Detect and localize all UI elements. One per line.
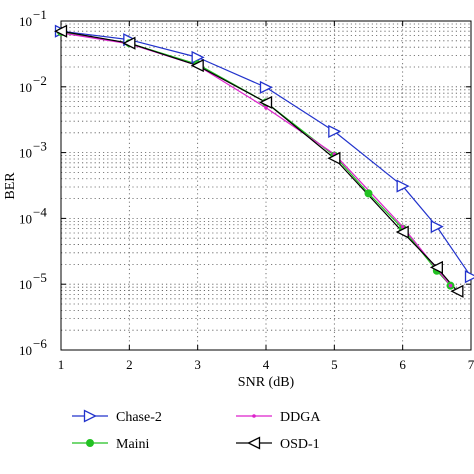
legend-marker	[247, 436, 261, 450]
data-point-chase-2	[464, 270, 474, 284]
plot-frame	[60, 20, 472, 351]
data-point-chase-2	[191, 50, 205, 64]
series-line-osd-1	[60, 30, 458, 292]
x-tick-label: 2	[126, 357, 133, 372]
data-point-chase-2	[328, 124, 342, 138]
marker-group	[54, 24, 474, 298]
legend-marker	[86, 438, 95, 447]
y-tick-label: 10	[19, 211, 32, 226]
x-tick-label: 5	[331, 357, 338, 372]
data-point-chase-2	[430, 220, 444, 234]
legend-label: OSD-1	[280, 437, 320, 452]
x-tick-label: 4	[263, 357, 270, 372]
y-tick-exponent: −4	[33, 204, 47, 219]
data-point-chase-2	[259, 80, 273, 94]
data-point-osd-1	[395, 225, 409, 239]
data-point-osd-1	[327, 151, 341, 165]
series-line-chase-2	[60, 30, 472, 278]
data-point-ddga	[264, 105, 268, 110]
legend-label: Chase-2	[116, 410, 162, 425]
y-tick-exponent: −1	[33, 7, 47, 22]
data-point-osd-1	[429, 260, 443, 274]
legend-label: DDGA	[280, 410, 321, 425]
x-tick-label: 7	[468, 357, 474, 372]
data-point-osd-1	[190, 59, 204, 73]
x-tick-label: 6	[399, 357, 406, 372]
y-tick-label: 10	[19, 14, 32, 29]
data-point-ddga	[400, 224, 405, 229]
y-tick-exponent: −6	[33, 336, 47, 351]
y-tick-exponent: −2	[33, 73, 47, 88]
data-point-osd-1	[122, 36, 136, 50]
y-tick-exponent: −5	[33, 270, 47, 285]
legend-marker	[83, 409, 97, 423]
legend-marker	[252, 414, 256, 418]
data-point-osd-1	[450, 284, 464, 298]
y-tick-exponent: −3	[33, 139, 47, 154]
data-point-chase-2	[396, 179, 410, 193]
y-tick-label: 10	[19, 80, 32, 95]
tick-labels: 1 2 3 4 5 6 710−610−510−410−310−210−1	[19, 7, 474, 372]
data-point-ddga	[448, 283, 453, 288]
data-point-osd-1	[259, 95, 273, 109]
y-tick-label: 10	[19, 146, 32, 161]
y-axis-title: BER	[3, 172, 18, 200]
series-line-maini	[60, 31, 451, 287]
y-tick-label: 10	[19, 277, 32, 292]
data-point-osd-1	[54, 24, 68, 38]
x-tick-label: 3	[194, 357, 201, 372]
legend-label: Maini	[116, 437, 150, 452]
data-point-maini	[364, 189, 373, 198]
grid	[61, 21, 471, 350]
x-tick-label: 1	[58, 357, 65, 372]
legend: Chase-2 Maini DDGA OSD-1	[72, 409, 321, 452]
x-axis-title: SNR (dB)	[238, 375, 295, 390]
series-line-ddga	[60, 32, 451, 287]
y-tick-label: 10	[19, 343, 32, 358]
